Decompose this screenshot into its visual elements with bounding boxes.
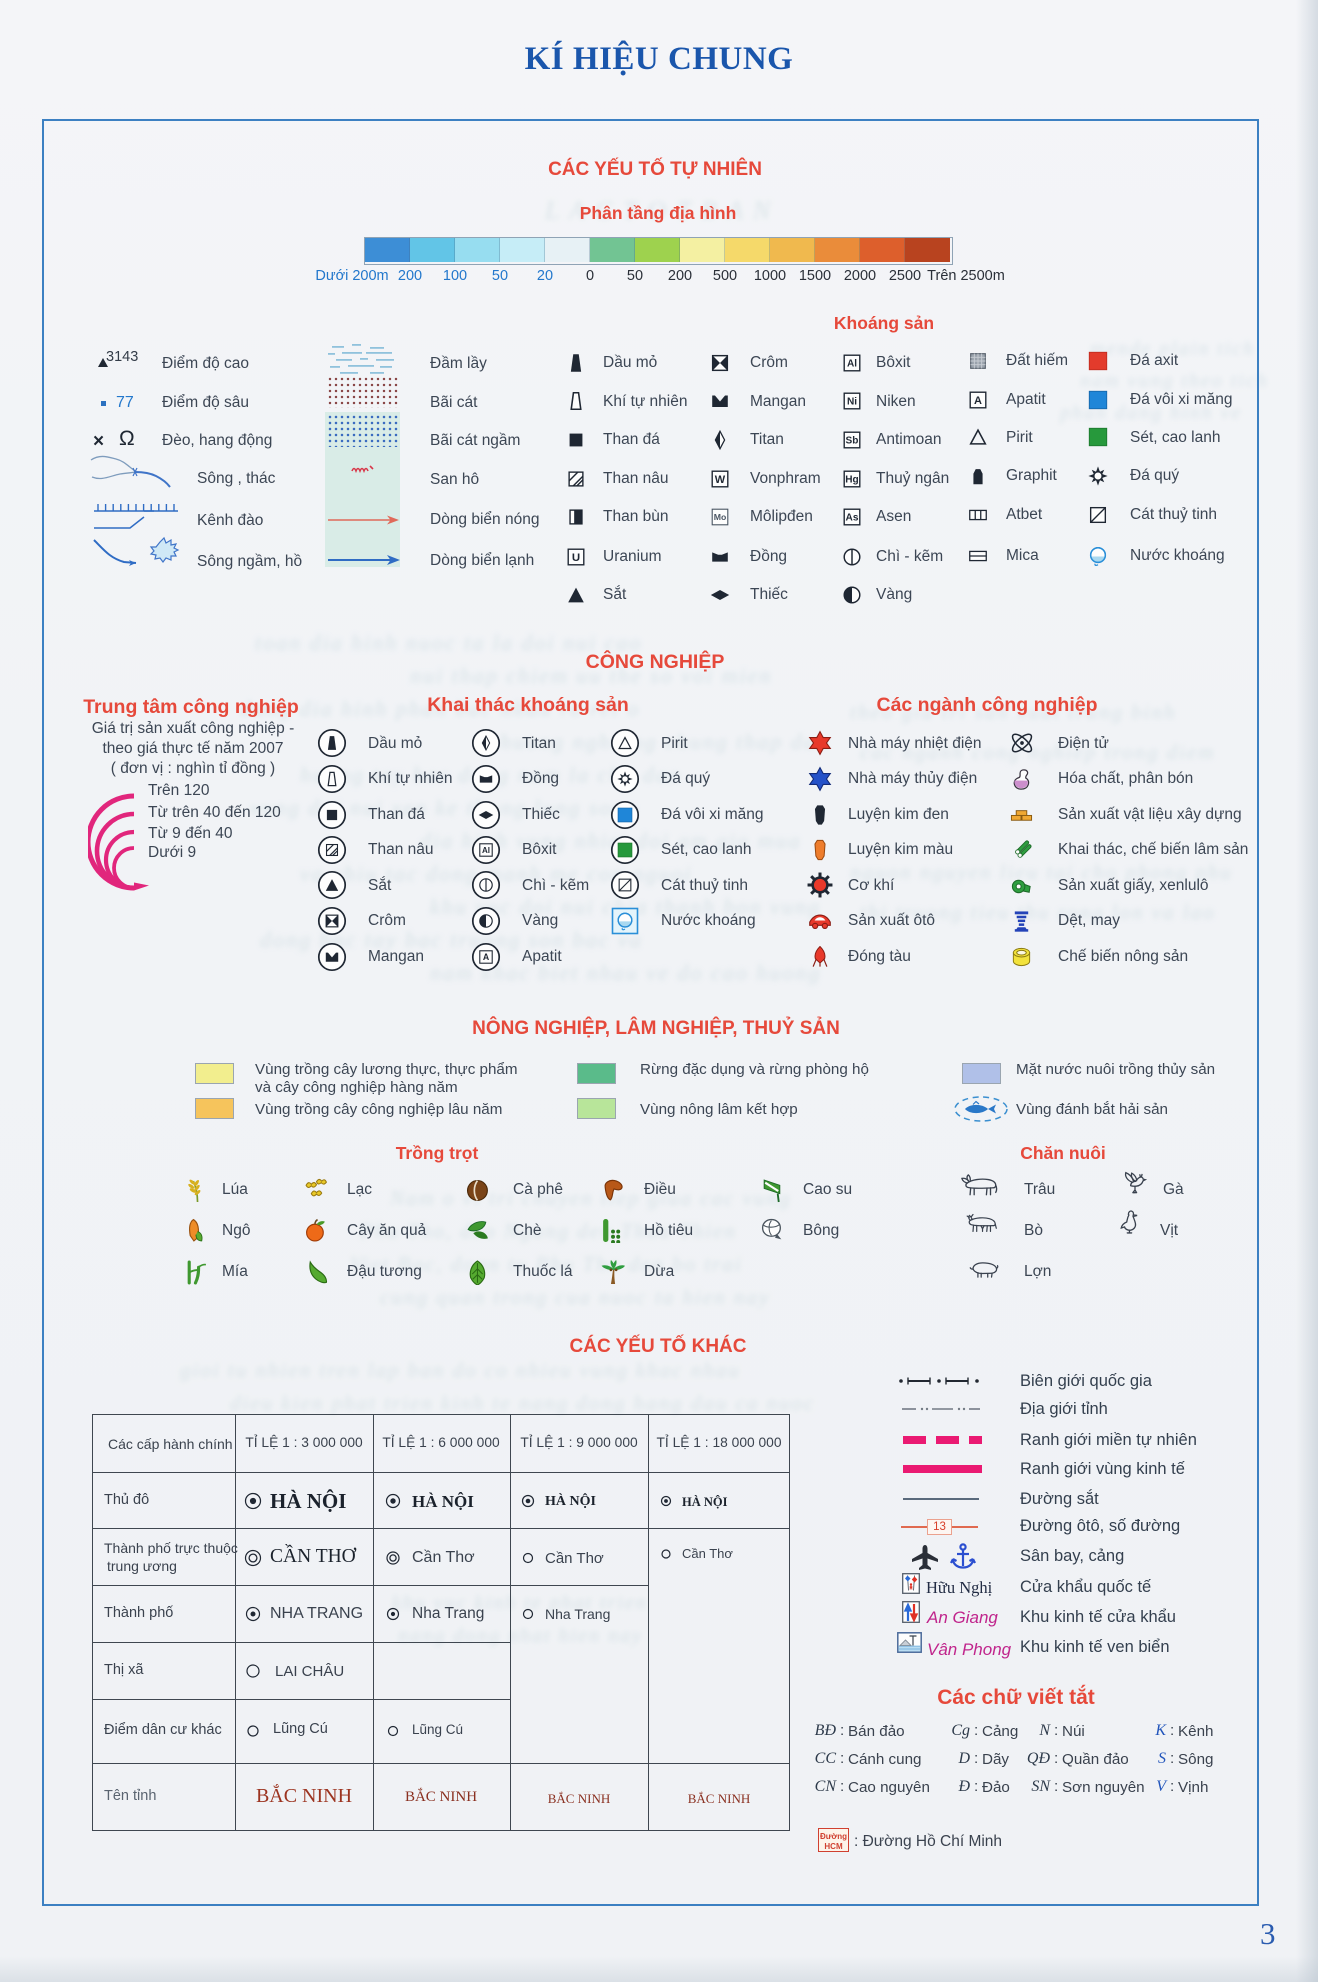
svg-text:Hg: Hg [845,475,858,486]
svg-text:Al: Al [847,359,857,370]
svg-text:Mo: Mo [714,512,727,522]
svg-text:W: W [715,474,726,486]
svg-text:Ni: Ni [847,397,857,408]
svg-text:A: A [483,952,490,962]
svg-text:U: U [572,552,580,564]
svg-text:Sb: Sb [846,436,859,447]
svg-text:Al: Al [482,846,490,855]
svg-text:A: A [974,395,982,407]
svg-text:As: As [846,513,859,524]
